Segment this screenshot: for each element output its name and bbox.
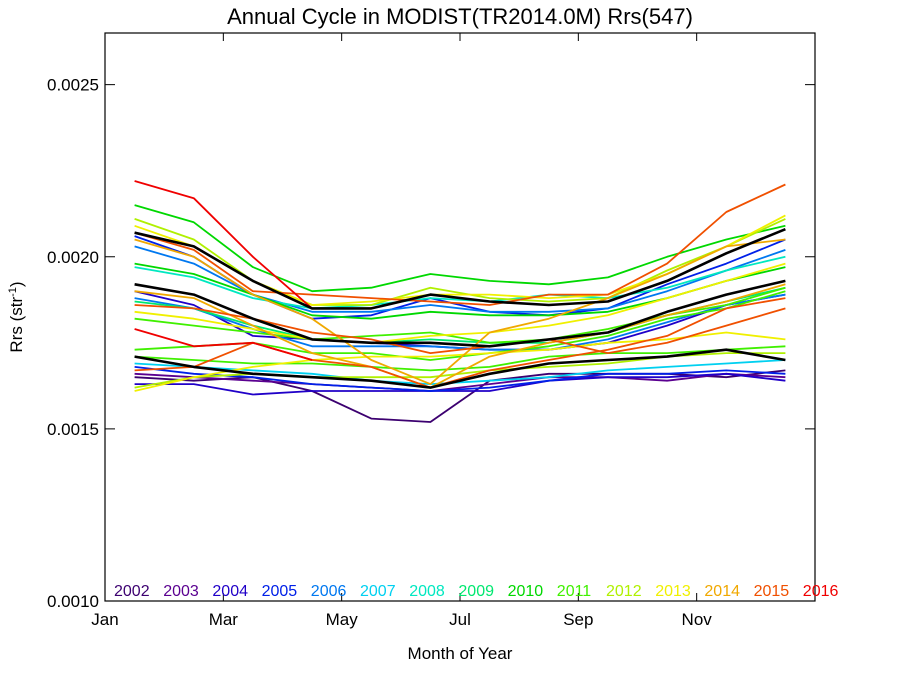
y-tick-label: 0.0025 [47,76,99,95]
series-line-7 [134,245,786,313]
series-line-22 [134,238,786,385]
x-axis-ticks: Jan Mar May Jul Sep Nov [91,33,712,629]
y-axis-label-superscript: -1 [7,287,19,297]
y-axis-label-close: ) [7,281,26,287]
y-axis-label-main: Rrs (str [7,297,26,353]
legend-item-2014: 2014 [704,583,740,600]
series-line-10 [134,255,786,310]
series-line-25 [134,183,786,306]
series-line-9 [134,359,786,385]
y-tick-label: 0.0015 [47,420,99,439]
x-tick-label: Sep [563,610,593,629]
legend-item-2006: 2006 [311,583,347,600]
series-line-26 [134,297,786,389]
series-line-27 [134,180,313,310]
legend: 2002 2003 2004 2005 2006 2007 2008 2009 2010 2011… [114,583,838,600]
plot-lines [134,180,786,423]
x-tick-label: Mar [209,610,239,629]
series-line-20 [134,331,786,392]
series-line-12 [134,204,786,293]
legend-item-2016: 2016 [803,583,839,600]
legend-item-2002: 2002 [114,583,150,600]
y-axis-label: Rrs (str-1) [7,281,26,352]
legend-item-2003: 2003 [163,583,199,600]
series-line-23 [134,283,786,389]
series-line-6 [134,366,786,392]
x-tick-label: Jul [449,610,471,629]
legend-item-2010: 2010 [508,583,544,600]
x-tick-label: Jan [91,610,118,629]
series-line-16 [134,345,786,372]
x-axis-label: Month of Year [408,644,513,663]
legend-item-2007: 2007 [360,583,396,600]
series-line-1 [134,369,786,423]
legend-item-2013: 2013 [655,583,691,600]
series-line-24 [134,304,786,354]
y-axis-ticks: 0.0010 0.0015 0.0020 0.0025 [47,76,815,611]
legend-item-2012: 2012 [606,583,642,600]
series-line-8 [134,293,786,351]
series-line-4 [134,372,786,396]
series-line-2 [134,372,786,392]
series-line-21 [134,262,786,344]
legend-item-2009: 2009 [458,583,494,600]
series-line-31 [134,348,786,389]
legend-item-2005: 2005 [262,583,298,600]
legend-item-2011: 2011 [557,583,592,600]
chart-title: Annual Cycle in MODIST(TR2014.0M) Rrs(54… [227,4,693,29]
legend-item-2004: 2004 [212,583,248,600]
series-line-30 [134,279,786,348]
y-tick-label: 0.0010 [47,592,99,611]
y-tick-label: 0.0020 [47,248,99,267]
x-tick-label: May [326,610,359,629]
series-line-29 [134,227,786,310]
series-line-28 [134,328,313,361]
legend-item-2015: 2015 [754,583,790,600]
legend-item-2008: 2008 [409,583,445,600]
x-tick-label: Nov [682,610,713,629]
